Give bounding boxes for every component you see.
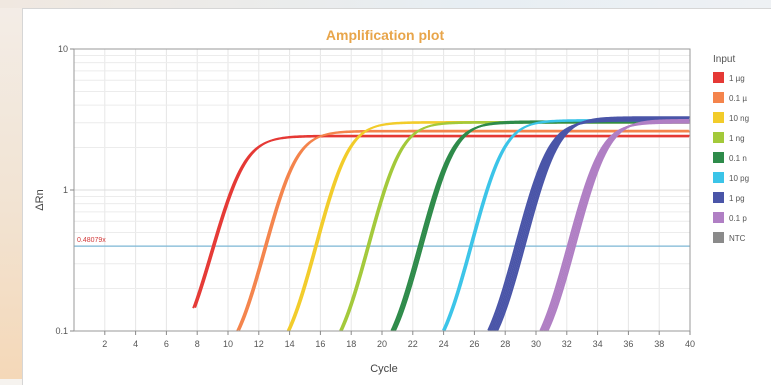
legend-label: 0.1 n <box>729 154 747 163</box>
background-top-strip <box>0 0 771 8</box>
series-line <box>236 130 690 332</box>
threshold-label: 0.48079x <box>77 237 106 244</box>
x-tick-label: 30 <box>531 339 541 349</box>
grid <box>74 48 691 332</box>
x-tick-label: 28 <box>500 339 510 349</box>
background-left-strip <box>0 0 22 379</box>
series-line <box>340 121 690 332</box>
x-tick-label: 12 <box>254 339 264 349</box>
x-tick-label: 26 <box>469 339 479 349</box>
legend-title: Input <box>713 54 735 65</box>
legend-swatch <box>713 172 724 183</box>
series-line <box>194 134 690 309</box>
series-line <box>392 121 689 332</box>
y-tick-label: 1 <box>63 185 68 195</box>
legend-swatch <box>713 232 724 243</box>
series-line <box>539 121 690 332</box>
series-line <box>288 121 690 332</box>
series-line <box>541 121 690 332</box>
x-tick-label: 24 <box>439 339 449 349</box>
legend-label: 10 pg <box>729 174 749 183</box>
legend-swatch <box>713 212 724 223</box>
legend-swatch <box>713 92 724 103</box>
legend-label: NTC <box>729 234 746 243</box>
legend-swatch <box>713 132 724 143</box>
y-tick-label: 10 <box>58 44 68 54</box>
series-curves <box>192 116 690 332</box>
y-axis-ticks: 0.1 1 10 <box>55 44 74 336</box>
x-axis-label: Cycle <box>370 363 398 375</box>
x-tick-label: 22 <box>408 339 418 349</box>
x-tick-label: 10 <box>223 339 233 349</box>
x-tick-label: 20 <box>377 339 387 349</box>
y-axis-label: ΔRn <box>34 189 46 210</box>
legend-swatch <box>713 152 724 163</box>
series-line <box>442 119 690 331</box>
x-tick-label: 14 <box>285 339 295 349</box>
series-line <box>339 121 690 332</box>
legend-label: 0.1 µ <box>729 94 747 103</box>
series-line <box>546 118 690 332</box>
legend: Input 1 µg 0.1 µ 10 ng 1 ng 0.1 n 10 pg 1 pg 0.… <box>713 54 749 243</box>
x-tick-label: 18 <box>346 339 356 349</box>
legend-label: 1 pg <box>729 194 745 203</box>
series-line <box>543 120 689 332</box>
legend-label: 0.1 p <box>729 214 747 223</box>
x-tick-label: 4 <box>133 339 138 349</box>
series-line <box>496 116 690 332</box>
legend-label: 1 ng <box>729 134 745 143</box>
series-line <box>192 135 689 309</box>
series-line <box>238 129 689 331</box>
legend-swatch <box>713 192 724 203</box>
x-tick-label: 34 <box>593 339 603 349</box>
x-tick-label: 8 <box>195 339 200 349</box>
x-tick-label: 16 <box>315 339 325 349</box>
legend-label: 1 µg <box>729 74 745 83</box>
chart-title: Amplification plot <box>326 27 445 43</box>
series-line <box>394 120 690 332</box>
y-tick-label: 0.1 <box>55 326 68 336</box>
x-tick-label: 2 <box>102 339 107 349</box>
legend-label: 10 ng <box>729 114 749 123</box>
x-tick-label: 36 <box>623 339 633 349</box>
series-line <box>390 121 689 332</box>
x-tick-label: 32 <box>562 339 572 349</box>
x-tick-label: 6 <box>164 339 169 349</box>
legend-swatch <box>713 72 724 83</box>
x-axis-ticks: 2 4 6 8 10 12 14 16 18 20 22 24 26 28 30 32 34 36 38 40 <box>102 331 695 349</box>
x-tick-label: 38 <box>654 339 664 349</box>
x-tick-label: 40 <box>685 339 695 349</box>
legend-swatch <box>713 112 724 123</box>
